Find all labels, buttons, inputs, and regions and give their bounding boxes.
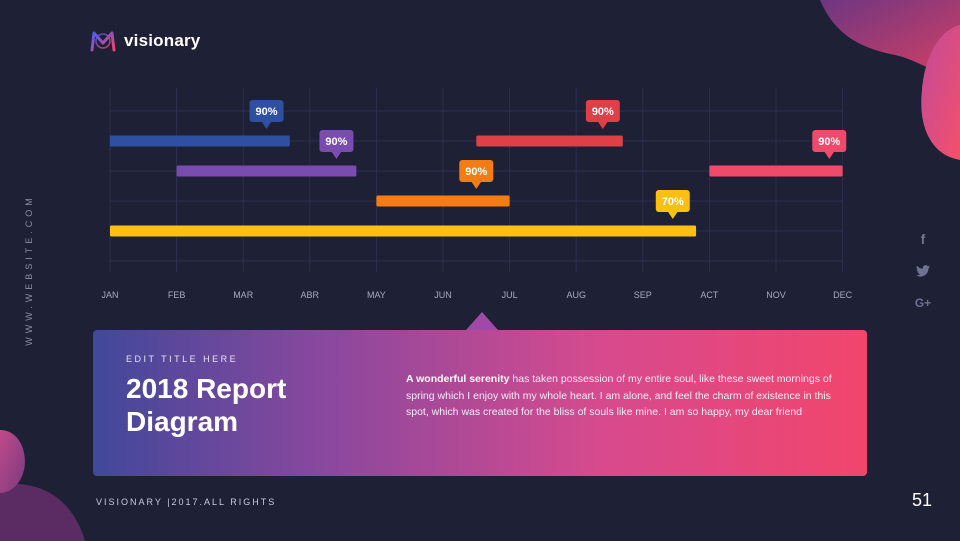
x-tick-label: JUL [502, 290, 518, 300]
gantt-bar [476, 135, 623, 147]
percent-bubble-pointer [667, 211, 678, 219]
percent-bubble-pointer [331, 151, 342, 159]
info-body[interactable]: A wonderful serenity has taken possessio… [406, 371, 836, 421]
decorative-blob-top-right [820, 0, 960, 160]
decorative-blob-bottom-left [0, 430, 85, 541]
percent-bubble [319, 130, 354, 152]
percent-bubble [585, 100, 620, 122]
percent-bubble [655, 190, 690, 212]
gantt-bar [709, 165, 843, 177]
info-body-text: has taken possession of my entire soul, … [406, 373, 832, 418]
percent-label: 70% [662, 196, 684, 208]
percent-bubble [249, 100, 284, 122]
percent-label: 90% [325, 136, 347, 148]
gantt-bar [176, 165, 357, 177]
percent-label: 90% [255, 106, 277, 118]
x-tick-label: ABR [301, 290, 320, 300]
x-tick-label: NOV [766, 290, 786, 300]
visionary-logo-icon [90, 31, 116, 52]
twitter-icon[interactable] [912, 262, 934, 280]
page-number: 51 [912, 490, 933, 510]
percent-label: 90% [818, 136, 840, 148]
percent-bubble-pointer [824, 151, 835, 159]
brand-name: visionary [124, 31, 201, 50]
x-tick-label: ACT [700, 290, 719, 300]
info-eyebrow[interactable]: EDIT TITLE HERE [126, 354, 239, 364]
percent-label: 90% [465, 166, 487, 178]
gantt-bar [376, 195, 510, 207]
footer-copyright[interactable]: VISIONARY |2017.ALL RIGHTS [96, 497, 277, 507]
x-tick-label: JUN [434, 290, 452, 300]
percent-label: 90% [592, 106, 614, 118]
brand-logo[interactable]: visionary [90, 30, 200, 52]
info-panel: EDIT TITLE HERE 2018 Report Diagram A wo… [93, 330, 867, 476]
x-tick-label: FEB [168, 290, 186, 300]
info-box-pointer [466, 312, 498, 330]
percent-bubble-pointer [597, 121, 608, 129]
x-tick-label: SEP [634, 290, 652, 300]
x-tick-label: DEC [833, 290, 853, 300]
info-body-bold: A wonderful serenity [406, 373, 510, 385]
gantt-bar [110, 225, 697, 237]
gantt-chart: JAN FEB MAR ABR MAY JUN JUL AUG SEP ACT NOV DEC 90% 9… [101, 88, 853, 300]
info-title[interactable]: 2018 Report Diagram [126, 373, 287, 437]
x-tick-label: JAN [101, 290, 118, 300]
percent-bubble [812, 130, 847, 152]
percent-bubble-pointer [261, 121, 272, 129]
google-plus-icon[interactable]: G+ [914, 296, 932, 310]
facebook-icon[interactable]: f [920, 231, 926, 247]
gantt-bar [110, 135, 290, 147]
x-tick-label: MAR [233, 290, 254, 300]
percent-bubble [459, 160, 494, 182]
x-tick-label: MAY [367, 290, 386, 300]
x-tick-label: AUG [566, 290, 586, 300]
percent-bubble-pointer [471, 181, 482, 189]
